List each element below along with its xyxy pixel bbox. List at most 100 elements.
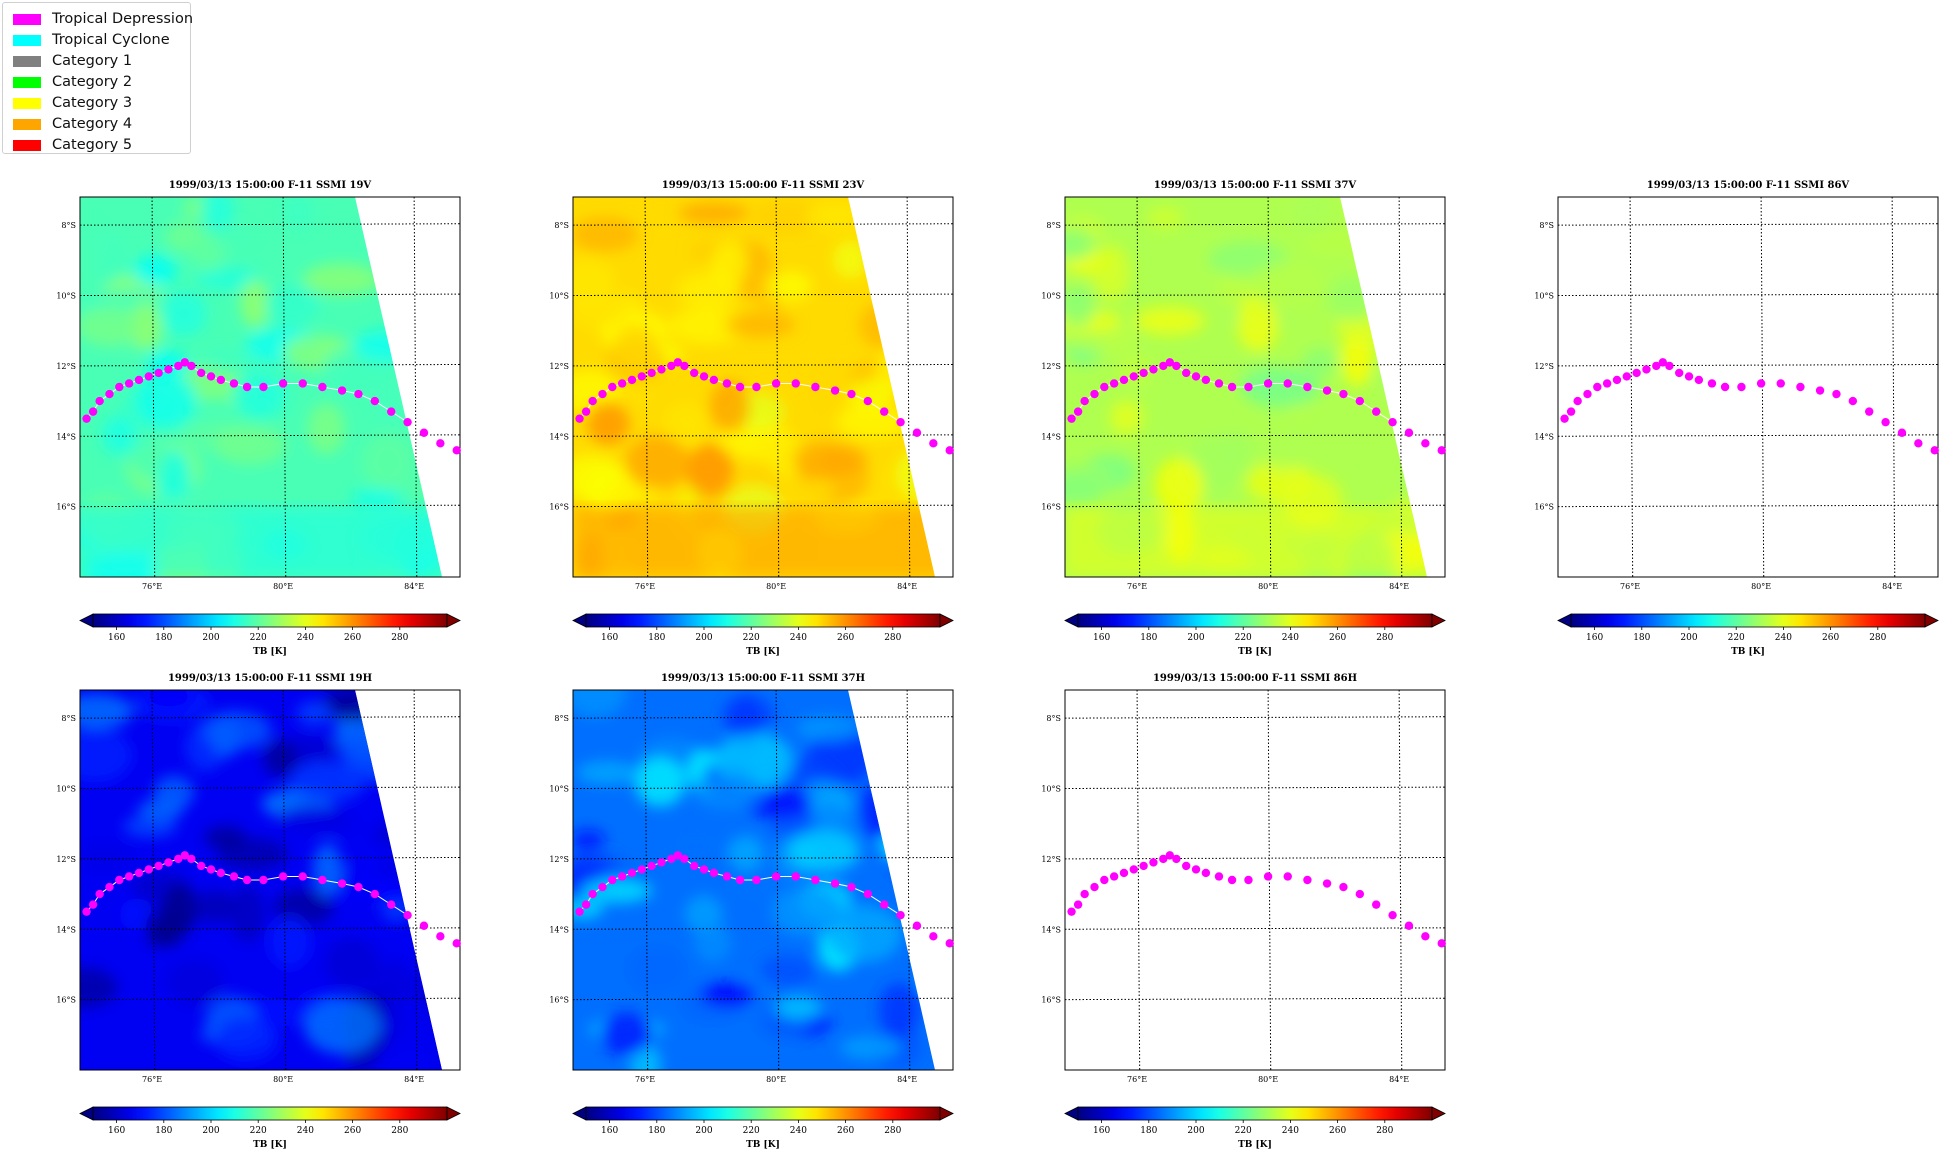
colorbar-tick-label: 280 — [1869, 633, 1886, 643]
field-patch — [216, 223, 258, 252]
field-patch — [573, 829, 606, 851]
colorbar-tick-label: 220 — [1235, 633, 1252, 643]
track-point — [880, 900, 889, 909]
field-patch — [1301, 347, 1338, 378]
parallel — [79, 293, 461, 297]
field-patch — [796, 716, 860, 741]
colorbar-gradient — [1077, 613, 1433, 628]
colorbar-tick-label: 280 — [1376, 1126, 1393, 1136]
track-point — [124, 379, 134, 388]
field-patch — [1293, 197, 1330, 236]
field-patch — [240, 279, 270, 328]
field-patch — [832, 240, 868, 280]
colorbar-extend-high — [1431, 613, 1446, 628]
field-patch — [573, 217, 639, 252]
lon-tick-label: 84°E — [1882, 582, 1902, 591]
track-point — [1191, 865, 1201, 874]
colorbar-tick-label: 180 — [648, 633, 665, 643]
storm-track — [575, 851, 954, 948]
field-patch — [80, 967, 118, 1008]
field-patch — [265, 284, 320, 326]
field-patch — [405, 477, 442, 498]
track-point — [82, 907, 91, 916]
colorbar-tick-label: 160 — [1586, 633, 1603, 643]
colorbar-tick-label: 160 — [108, 633, 125, 643]
lon-tick-label: 80°E — [1751, 582, 1771, 591]
track-point — [1756, 379, 1766, 388]
track-point — [1602, 379, 1612, 388]
colorbar-tick-label: 260 — [1822, 633, 1839, 643]
field-patch — [811, 802, 869, 838]
colorbar: 160 180 200 220 240 260 280 TB [K] — [572, 1106, 954, 1150]
track-point — [1622, 372, 1631, 381]
track-point — [1090, 389, 1099, 399]
field-patch — [700, 981, 757, 1008]
colorbar-tick-label: 200 — [1187, 1126, 1204, 1136]
track-point — [403, 910, 412, 920]
lat-tick-label: 8°S — [554, 714, 569, 723]
colorbar-tick-label: 200 — [695, 633, 712, 643]
field-patch — [230, 885, 266, 942]
meridian — [413, 196, 418, 578]
colorbar-tick-label: 180 — [1633, 633, 1650, 643]
field-band — [573, 507, 935, 577]
field-patch — [1377, 360, 1427, 390]
colorbar-tick-label: 280 — [884, 633, 901, 643]
field-band — [1065, 507, 1427, 577]
lat-tick-label: 8°S — [61, 221, 76, 230]
field-patch — [370, 877, 414, 904]
lat-tick-label: 14°S — [549, 432, 569, 441]
track-point — [1322, 386, 1332, 395]
field-patch — [153, 775, 195, 810]
lat-tick-label: 16°S — [1041, 503, 1061, 512]
track-point — [673, 358, 683, 367]
lat-tick-label: 10°S — [56, 292, 76, 301]
field-patch — [573, 258, 616, 306]
track-point — [206, 372, 216, 381]
parallel — [1064, 363, 1446, 367]
parallel — [79, 363, 461, 367]
track-point — [1227, 382, 1237, 392]
track-point — [1172, 854, 1181, 864]
parallel — [79, 434, 461, 437]
field-patch — [80, 306, 141, 346]
lon-tick-label: 76°E — [635, 582, 655, 591]
track-point — [588, 889, 597, 899]
track-point — [945, 939, 954, 948]
panel-title: 1999/03/13 15:00:00 F-11 SSMI 23V — [662, 180, 865, 191]
track-point — [673, 851, 683, 860]
track-point — [370, 396, 380, 406]
colorbar-label: TB [K] — [253, 1140, 287, 1150]
track-point — [354, 882, 363, 892]
track-point — [1707, 379, 1717, 388]
parallel — [572, 504, 954, 508]
field-patch — [145, 907, 188, 944]
track-point — [929, 439, 938, 448]
field-patch — [434, 1030, 442, 1070]
field-patch — [407, 364, 442, 413]
track-point — [1612, 375, 1622, 385]
colorbar-tick-label: 240 — [297, 1126, 314, 1136]
colorbar-tick-label: 220 — [1728, 633, 1745, 643]
meridian — [1891, 196, 1896, 578]
track-point — [1201, 375, 1211, 385]
colorbar: 160 180 200 220 240 260 280 TB [K] — [572, 613, 954, 657]
track-point — [1182, 368, 1191, 378]
track-point — [1149, 858, 1158, 867]
track-point — [847, 882, 856, 892]
field-patch — [709, 380, 750, 433]
track-point — [1372, 900, 1381, 909]
field-patch — [825, 905, 903, 963]
track-point — [436, 439, 445, 448]
colorbar-extend-high — [446, 1106, 461, 1121]
lon-tick-label: 80°E — [273, 582, 293, 591]
track-point — [690, 368, 699, 378]
track-point — [88, 407, 98, 416]
field-patch — [436, 1024, 442, 1050]
field-patch — [625, 435, 690, 490]
track-point — [1914, 439, 1923, 448]
lon-tick-label: 84°E — [1389, 1075, 1409, 1084]
track-point — [880, 407, 889, 416]
field-patch — [858, 300, 919, 351]
track-point — [174, 854, 183, 864]
